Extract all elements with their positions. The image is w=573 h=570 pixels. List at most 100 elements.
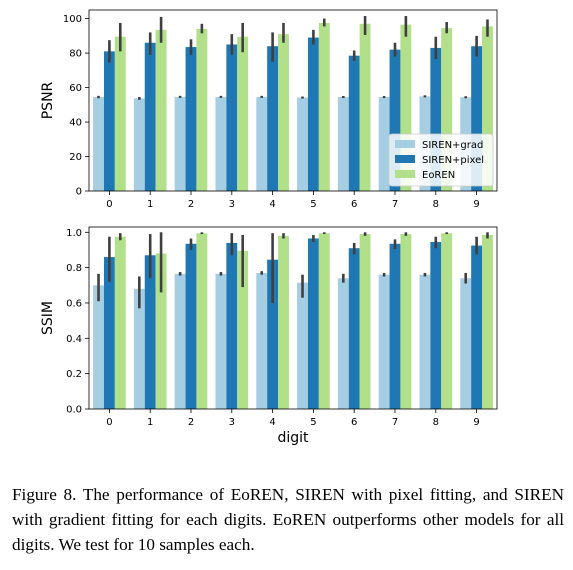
bar-siren-grad-5	[297, 97, 308, 191]
bar-eoren-9	[482, 26, 493, 191]
y-tick-label: 100	[63, 14, 82, 25]
y-tick-label: 0.4	[66, 334, 82, 345]
bar-siren-pixel-4	[267, 259, 279, 409]
bar-siren-grad-2	[174, 96, 186, 191]
bar-eoren-9	[482, 234, 493, 409]
bar-eoren-7	[400, 234, 412, 409]
bar-siren-grad-0	[93, 285, 104, 409]
bar-eoren-6	[359, 23, 371, 191]
legend-label: SIREN+grad	[422, 140, 483, 151]
x-tick-label: 1	[147, 199, 153, 210]
legend-swatch	[395, 155, 415, 163]
bar-eoren-6	[359, 234, 371, 409]
x-tick-label: 0	[106, 199, 112, 210]
bar-siren-pixel-2	[185, 243, 197, 409]
legend-swatch	[395, 170, 415, 178]
bar-siren-pixel-9	[471, 245, 483, 409]
bar-siren-pixel-0	[103, 51, 115, 191]
bar-siren-grad-6	[337, 278, 349, 409]
x-tick-label: 4	[269, 199, 275, 210]
bar-siren-grad-8	[419, 274, 431, 409]
x-tick-label: 7	[392, 417, 398, 428]
x-tick-label: 8	[433, 417, 439, 428]
bar-siren-pixel-5	[307, 238, 319, 409]
x-tick-label: 7	[392, 199, 398, 210]
bar-siren-pixel-3	[226, 44, 238, 191]
y-tick-label: 0	[76, 187, 82, 198]
bar-eoren-3	[237, 250, 249, 409]
bar-siren-pixel-7	[389, 49, 401, 192]
x-tick-label: 8	[433, 199, 439, 210]
bar-siren-pixel-1	[144, 42, 156, 191]
bar-eoren-3	[237, 36, 249, 191]
x-tick-label: 4	[269, 417, 275, 428]
bar-eoren-0	[114, 36, 126, 191]
x-tick-label: 5	[310, 417, 316, 428]
y-tick-label: 0.6	[66, 298, 82, 309]
x-tick-label: 9	[473, 417, 479, 428]
x-tick-label: 9	[473, 199, 479, 210]
bar-siren-pixel-9	[471, 46, 483, 192]
y-tick-label: 20	[69, 152, 82, 163]
bar-siren-grad-0	[93, 97, 104, 191]
bar-siren-grad-1	[133, 98, 145, 191]
bar-siren-grad-1	[133, 288, 145, 409]
bar-siren-grad-3	[215, 96, 227, 191]
bar-siren-pixel-8	[430, 242, 442, 409]
x-tick-label: 6	[351, 199, 357, 210]
axes-frame	[88, 9, 498, 192]
bar-siren-grad-9	[460, 278, 472, 409]
bar-siren-grad-4	[256, 96, 268, 191]
bar-eoren-4	[278, 34, 289, 192]
y-tick-label: 0.8	[66, 263, 82, 274]
x-tick-label: 3	[229, 199, 235, 210]
bar-siren-grad-3	[215, 273, 227, 409]
y-tick-label: 40	[69, 118, 82, 129]
bar-eoren-8	[441, 233, 453, 409]
bar-siren-pixel-6	[348, 248, 360, 409]
x-tick-label: 1	[147, 417, 153, 428]
bar-eoren-1	[155, 253, 167, 409]
bar-siren-pixel-3	[226, 242, 238, 409]
x-tick-label: 3	[229, 417, 235, 428]
bar-siren-grad-2	[174, 273, 186, 409]
bar-siren-pixel-7	[389, 243, 401, 409]
bar-eoren-1	[155, 29, 167, 192]
ssim-chart: 0.0 0.2 0.4 0.6 0.8 1.0 0 1 2 3 4 5 6 7 8 9 SSIM digit	[40, 226, 498, 446]
figure-caption: Figure 8. The performance of EoREN, SIRE…	[12, 485, 564, 554]
legend-label: SIREN+pixel	[422, 155, 484, 166]
x-tick-label: 2	[188, 417, 194, 428]
bar-siren-pixel-2	[185, 47, 197, 191]
bar-siren-pixel-5	[307, 37, 319, 192]
bar-eoren-8	[441, 28, 453, 191]
y-tick-label: 1.0	[66, 228, 82, 239]
x-axis-label: digit	[277, 430, 309, 446]
y-axis-label: SSIM	[40, 301, 56, 335]
bar-siren-pixel-0	[103, 257, 115, 409]
bar-siren-grad-6	[337, 97, 349, 191]
bar-eoren-2	[196, 28, 208, 192]
bar-eoren-5	[318, 233, 330, 409]
bar-siren-grad-7	[378, 97, 390, 191]
axes-frame	[88, 226, 498, 410]
bar-eoren-0	[114, 236, 126, 409]
x-tick-label: 6	[351, 417, 357, 428]
bar-siren-pixel-6	[348, 55, 360, 191]
y-tick-label: 0.0	[66, 405, 82, 416]
bar-eoren-5	[318, 22, 330, 191]
bar-siren-pixel-4	[267, 46, 279, 192]
bar-siren-grad-4	[256, 272, 268, 409]
bar-siren-grad-7	[378, 274, 390, 409]
legend-label: EoREN	[422, 170, 455, 181]
bar-siren-pixel-8	[430, 47, 442, 191]
x-tick-label: 5	[310, 199, 316, 210]
bar-siren-grad-5	[297, 282, 308, 409]
y-axis-label: PSNR	[40, 81, 56, 119]
bar-eoren-2	[196, 233, 208, 409]
y-tick-label: 80	[69, 49, 82, 60]
bar-siren-pixel-1	[144, 255, 156, 409]
bar-eoren-4	[278, 235, 289, 409]
x-tick-label: 2	[188, 199, 194, 210]
psnr-chart: 0 20 40 60 80 100 0 1 2 3 4 5 6 7 8 9 PSNR SIREN+grad SIRE…	[40, 9, 498, 210]
